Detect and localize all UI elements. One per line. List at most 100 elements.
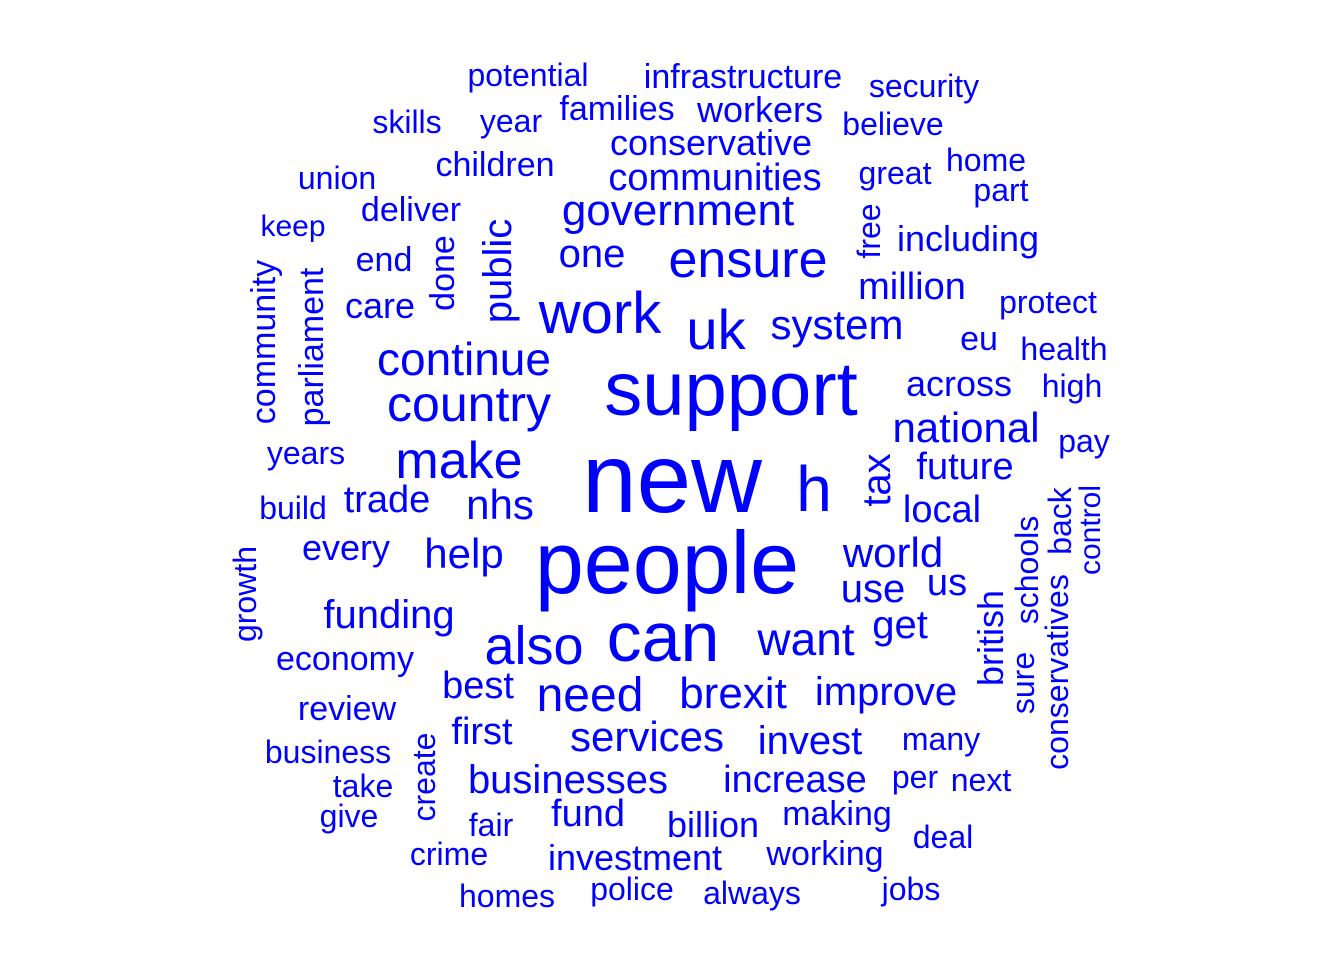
cloud-word-high: high — [1041, 368, 1103, 404]
cloud-word-eu: eu — [960, 320, 998, 358]
cloud-word-uk: uk — [686, 298, 746, 361]
cloud-word-us: us — [926, 562, 968, 604]
cloud-word-home: home — [945, 142, 1027, 178]
cloud-word-conservative: conservative — [609, 122, 813, 163]
cloud-word-always: always — [703, 875, 801, 911]
cloud-word-security: security — [868, 68, 980, 104]
cloud-word-working: working — [766, 835, 884, 873]
cloud-word-h: h — [796, 453, 832, 525]
cloud-word-deal: deal — [912, 819, 974, 855]
cloud-word-conservatives: conservatives — [1039, 574, 1075, 770]
cloud-word-trade: trade — [343, 479, 431, 521]
cloud-word-use: use — [840, 567, 906, 611]
cloud-word-also: also — [484, 616, 584, 676]
cloud-word-best: best — [442, 665, 514, 707]
cloud-word-families: families — [559, 90, 675, 128]
cloud-word-fund: fund — [551, 793, 625, 835]
cloud-word-keep: keep — [260, 210, 326, 243]
cloud-word-first: first — [451, 711, 513, 753]
cloud-word-back: back — [1042, 487, 1078, 555]
cloud-word-business: business — [264, 734, 392, 770]
cloud-word-workers: workers — [696, 89, 824, 130]
cloud-word-next: next — [950, 762, 1012, 798]
cloud-word-protect: protect — [999, 284, 1097, 320]
cloud-word-communities: communities — [608, 157, 822, 199]
cloud-word-help: help — [424, 530, 504, 577]
cloud-word-funding: funding — [323, 593, 455, 637]
cloud-word-create: create — [406, 732, 442, 822]
cloud-word-new: new — [582, 423, 762, 533]
cloud-word-union: union — [297, 160, 377, 196]
cloud-word-need: need — [536, 669, 644, 722]
cloud-word-give: give — [319, 798, 379, 834]
cloud-word-businesses: businesses — [467, 758, 669, 802]
cloud-word-across: across — [905, 363, 1013, 404]
cloud-word-making: making — [782, 795, 892, 833]
cloud-word-support: support — [604, 347, 858, 432]
cloud-word-review: review — [297, 690, 397, 728]
cloud-word-potential: potential — [467, 57, 589, 93]
cloud-word-years: years — [266, 435, 346, 471]
cloud-word-many: many — [901, 721, 981, 757]
cloud-word-every: every — [301, 527, 391, 568]
cloud-word-nhs: nhs — [466, 481, 534, 528]
cloud-word-skills: skills — [372, 104, 442, 140]
cloud-word-get: get — [872, 603, 928, 647]
cloud-word-jobs: jobs — [881, 871, 941, 907]
cloud-word-per: per — [891, 759, 939, 795]
cloud-word-infrastructure: infrastructure — [643, 58, 843, 96]
cloud-word-deliver: deliver — [360, 191, 462, 229]
cloud-word-parliament: parliament — [293, 267, 331, 427]
cloud-word-make: make — [395, 432, 523, 490]
cloud-word-british: british — [970, 589, 1011, 687]
cloud-word-billion: billion — [666, 804, 760, 845]
cloud-word-pay: pay — [1058, 423, 1110, 459]
cloud-word-ensure: ensure — [668, 231, 828, 289]
cloud-word-growth: growth — [227, 545, 263, 643]
cloud-word-fair: fair — [468, 807, 514, 843]
cloud-word-crime: crime — [409, 836, 489, 872]
cloud-word-take: take — [332, 768, 394, 804]
cloud-word-world: world — [842, 529, 944, 576]
cloud-word-build: build — [259, 490, 327, 526]
cloud-word-national: national — [892, 404, 1040, 451]
cloud-word-control: control — [1074, 484, 1107, 576]
cloud-word-brexit: brexit — [679, 669, 787, 718]
cloud-word-invest: invest — [757, 719, 863, 763]
cloud-word-year: year — [479, 103, 543, 139]
cloud-word-health: health — [1020, 331, 1108, 367]
cloud-word-increase: increase — [723, 759, 867, 801]
cloud-word-country: country — [387, 376, 551, 432]
cloud-word-investment: investment — [547, 837, 723, 878]
cloud-word-done: done — [424, 235, 462, 311]
cloud-word-tax: tax — [855, 453, 899, 507]
cloud-word-free: free — [851, 203, 887, 259]
cloud-word-government: government — [561, 186, 795, 235]
cloud-word-work: work — [538, 281, 662, 346]
cloud-word-great: great — [858, 155, 932, 191]
cloud-word-can: can — [606, 598, 720, 676]
cloud-word-system: system — [770, 301, 904, 348]
cloud-word-including: including — [896, 218, 1040, 259]
cloud-word-want: want — [757, 613, 855, 665]
cloud-word-one: one — [558, 232, 626, 276]
cloud-word-homes: homes — [458, 878, 556, 914]
cloud-word-public: public — [476, 218, 520, 324]
cloud-word-end: end — [355, 241, 413, 279]
cloud-word-economy: economy — [276, 640, 414, 678]
cloud-word-people: people — [534, 513, 800, 612]
cloud-word-part: part — [973, 172, 1029, 208]
cloud-word-continue: continue — [377, 333, 551, 385]
cloud-word-improve: improve — [814, 670, 958, 714]
cloud-word-police: police — [590, 871, 674, 907]
cloud-word-future: future — [916, 446, 1014, 488]
cloud-word-sure: sure — [1005, 651, 1041, 715]
cloud-word-community: community — [245, 259, 283, 425]
cloud-word-services: services — [569, 713, 725, 760]
cloud-word-children: children — [435, 146, 555, 184]
cloud-word-local: local — [902, 489, 982, 531]
cloud-word-care: care — [344, 285, 416, 326]
cloud-word-million: million — [858, 266, 966, 308]
cloud-word-believe: believe — [842, 106, 944, 142]
